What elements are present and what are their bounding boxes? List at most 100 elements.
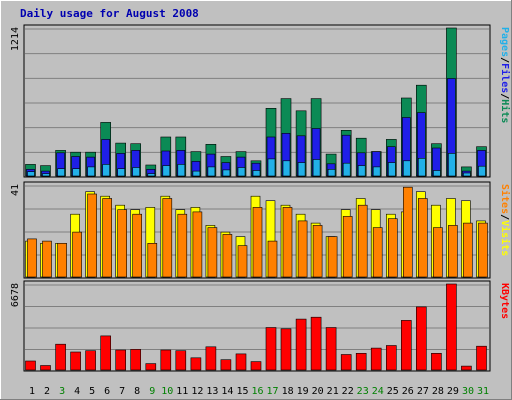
x-tick-day-1: 1 xyxy=(29,386,35,397)
hits-legend-item: Hits xyxy=(499,99,511,123)
visits-bar-sites-day-9 xyxy=(147,243,158,278)
hits-bar-pages-day-10 xyxy=(162,165,171,177)
kbytes-bar-kbytes-day-13 xyxy=(205,346,217,371)
hits-bar-pages-day-6 xyxy=(102,164,110,177)
hits-bar-pages-day-28 xyxy=(433,170,441,177)
kbytes-bar-kbytes-day-16 xyxy=(250,361,262,371)
visits-bar-sites-day-23 xyxy=(357,204,368,278)
x-tick-day-4: 4 xyxy=(74,386,80,397)
kbytes-bar-kbytes-day-7 xyxy=(115,349,126,371)
kbytes-bar-kbytes-day-1 xyxy=(25,360,36,371)
kbytes-bar-kbytes-day-11 xyxy=(175,350,187,371)
x-tick-day-7: 7 xyxy=(119,386,125,397)
visits-legend: Sites/Visits xyxy=(499,184,511,256)
x-tick-day-9: 9 xyxy=(149,386,155,397)
visits-bar-sites-day-10 xyxy=(162,198,173,278)
visits-bar-sites-day-14 xyxy=(222,234,233,278)
hits-bar-pages-day-12 xyxy=(192,170,201,177)
x-tick-day-12: 12 xyxy=(191,386,203,397)
x-tick-day-3: 3 xyxy=(59,386,65,397)
visits-bar-sites-day-18 xyxy=(282,207,293,278)
visits-bar-sites-day-25 xyxy=(387,218,398,278)
kbytes-bar-kbytes-day-17 xyxy=(265,327,277,371)
visits-legend-item: Visits xyxy=(499,220,511,256)
x-tick-day-10: 10 xyxy=(161,386,173,397)
hits-bar-pages-day-11 xyxy=(177,164,186,177)
x-tick-day-24: 24 xyxy=(372,386,384,397)
kbytes-bar-kbytes-day-2 xyxy=(40,365,51,371)
visits-bar-sites-day-12 xyxy=(192,211,203,278)
x-tick-day-14: 14 xyxy=(221,386,233,397)
x-tick-day-27: 27 xyxy=(417,386,429,397)
kbytes-bar-kbytes-day-29 xyxy=(446,283,457,371)
kbytes-bar-kbytes-day-19 xyxy=(295,318,307,371)
hits-bar-pages-day-1 xyxy=(27,171,35,177)
x-tick-day-13: 13 xyxy=(206,386,218,397)
hits-bar-pages-day-24 xyxy=(372,166,381,177)
x-tick-day-25: 25 xyxy=(387,386,399,397)
visits-bar-sites-day-22 xyxy=(342,216,353,278)
kbytes-legend-item: KBytes xyxy=(499,283,510,319)
hits-bar-pages-day-18 xyxy=(282,160,291,177)
kbytes-bar-kbytes-day-27 xyxy=(415,306,427,371)
x-tick-day-30: 30 xyxy=(462,386,474,397)
hits-bar-pages-day-20 xyxy=(312,159,321,177)
kbytes-bar-kbytes-day-23 xyxy=(355,352,367,371)
hits-bar-pages-day-14 xyxy=(222,169,231,177)
kbytes-bar-kbytes-day-22 xyxy=(340,354,352,371)
hits-bar-pages-day-26 xyxy=(402,160,411,177)
x-tick-day-18: 18 xyxy=(282,386,294,397)
x-tick-day-22: 22 xyxy=(342,386,354,397)
kbytes-bar-kbytes-day-30 xyxy=(461,365,472,371)
visits-bar-sites-day-26 xyxy=(402,186,413,278)
hits-bar-pages-day-16 xyxy=(252,170,261,177)
visits-legend-item: / xyxy=(499,214,510,220)
x-tick-day-26: 26 xyxy=(402,386,414,397)
x-tick-day-28: 28 xyxy=(432,386,444,397)
hits-bar-pages-day-30 xyxy=(463,172,471,177)
visits-bar-sites-day-8 xyxy=(132,213,142,278)
hits-ymax-label: 1214 xyxy=(10,27,21,51)
kbytes-bar-kbytes-day-18 xyxy=(280,328,292,371)
x-tick-day-5: 5 xyxy=(89,386,95,397)
kbytes-bar-kbytes-day-26 xyxy=(400,320,412,371)
hits-bar-pages-day-31 xyxy=(478,165,486,177)
hits-bar-pages-day-15 xyxy=(237,167,246,177)
visits-bar-sites-day-6 xyxy=(102,198,112,278)
visits-bar-sites-day-2 xyxy=(42,240,52,278)
hits-bar-pages-day-7 xyxy=(117,168,125,177)
visits-bar-sites-day-16 xyxy=(252,207,263,278)
kbytes-bar-kbytes-day-6 xyxy=(100,335,111,371)
kbytes-bar-kbytes-day-31 xyxy=(476,345,487,371)
visits-bar-sites-day-28 xyxy=(433,227,443,278)
kbytes-bar-kbytes-day-3 xyxy=(55,343,66,371)
x-axis-labels: 1 2 3 4 5 6 7 8 9 10 11 12 13 14 15 16 17 18 19 20 21 22 23 24 2… xyxy=(29,386,489,397)
kbytes-bar-kbytes-day-4 xyxy=(70,351,81,371)
x-tick-day-15: 15 xyxy=(236,386,248,397)
visits-bar-sites-day-5 xyxy=(87,193,97,278)
hits-bar-pages-day-21 xyxy=(327,169,336,177)
kbytes-bar-kbytes-day-21 xyxy=(325,327,337,371)
hits-bar-pages-day-29 xyxy=(448,153,456,177)
hits-bar-pages-day-8 xyxy=(132,167,140,177)
visits-bar-sites-day-29 xyxy=(448,225,458,278)
kbytes-bar-kbytes-day-28 xyxy=(431,352,442,371)
x-tick-day-29: 29 xyxy=(447,386,459,397)
hits-bar-pages-day-17 xyxy=(267,158,276,177)
x-tick-day-11: 11 xyxy=(176,386,188,397)
kbytes-bar-kbytes-day-25 xyxy=(385,345,397,371)
hits-bar-pages-day-19 xyxy=(297,162,306,177)
x-tick-day-8: 8 xyxy=(134,386,140,397)
x-tick-day-16: 16 xyxy=(251,386,263,397)
visits-bar-sites-day-13 xyxy=(207,227,218,278)
visits-bar-sites-day-7 xyxy=(117,209,127,278)
visits-bar-sites-day-27 xyxy=(417,198,428,278)
panel-visits: 41 Sites/Visits xyxy=(10,181,511,279)
visits-bar-sites-day-20 xyxy=(312,225,323,278)
kbytes-bar-kbytes-day-24 xyxy=(370,347,382,371)
kbytes-bar-kbytes-day-20 xyxy=(310,316,322,371)
hits-bar-pages-day-3 xyxy=(57,168,65,177)
kbytes-bar-kbytes-day-12 xyxy=(190,357,202,371)
